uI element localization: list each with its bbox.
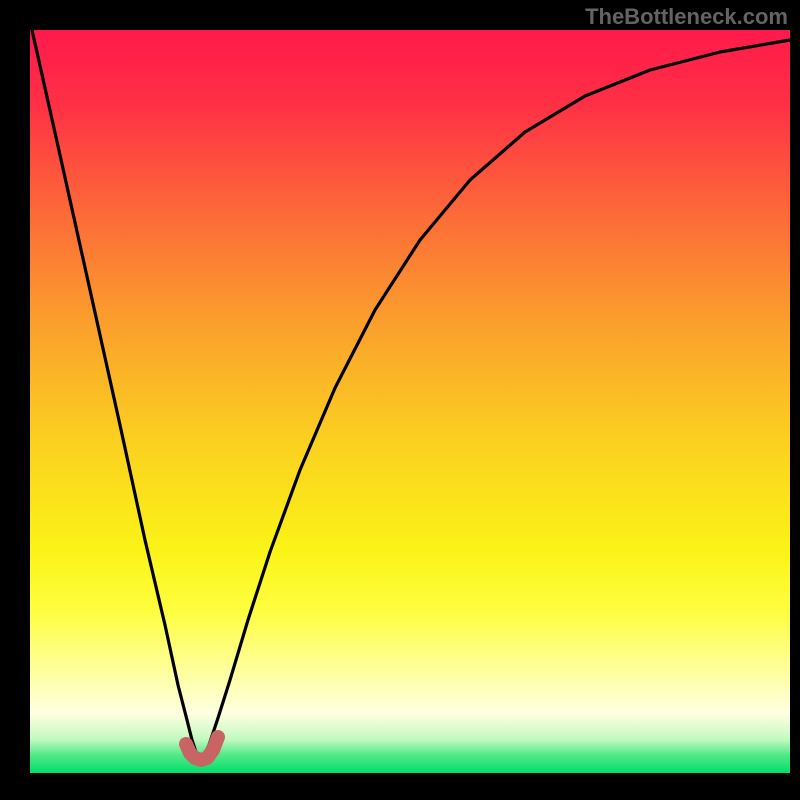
bottleneck-curve <box>32 30 790 759</box>
optimal-marker <box>186 737 218 760</box>
chart-container: TheBottleneck.com <box>0 0 800 800</box>
watermark-text: TheBottleneck.com <box>585 4 788 30</box>
chart-svg <box>30 30 790 773</box>
plot-area <box>30 30 790 773</box>
